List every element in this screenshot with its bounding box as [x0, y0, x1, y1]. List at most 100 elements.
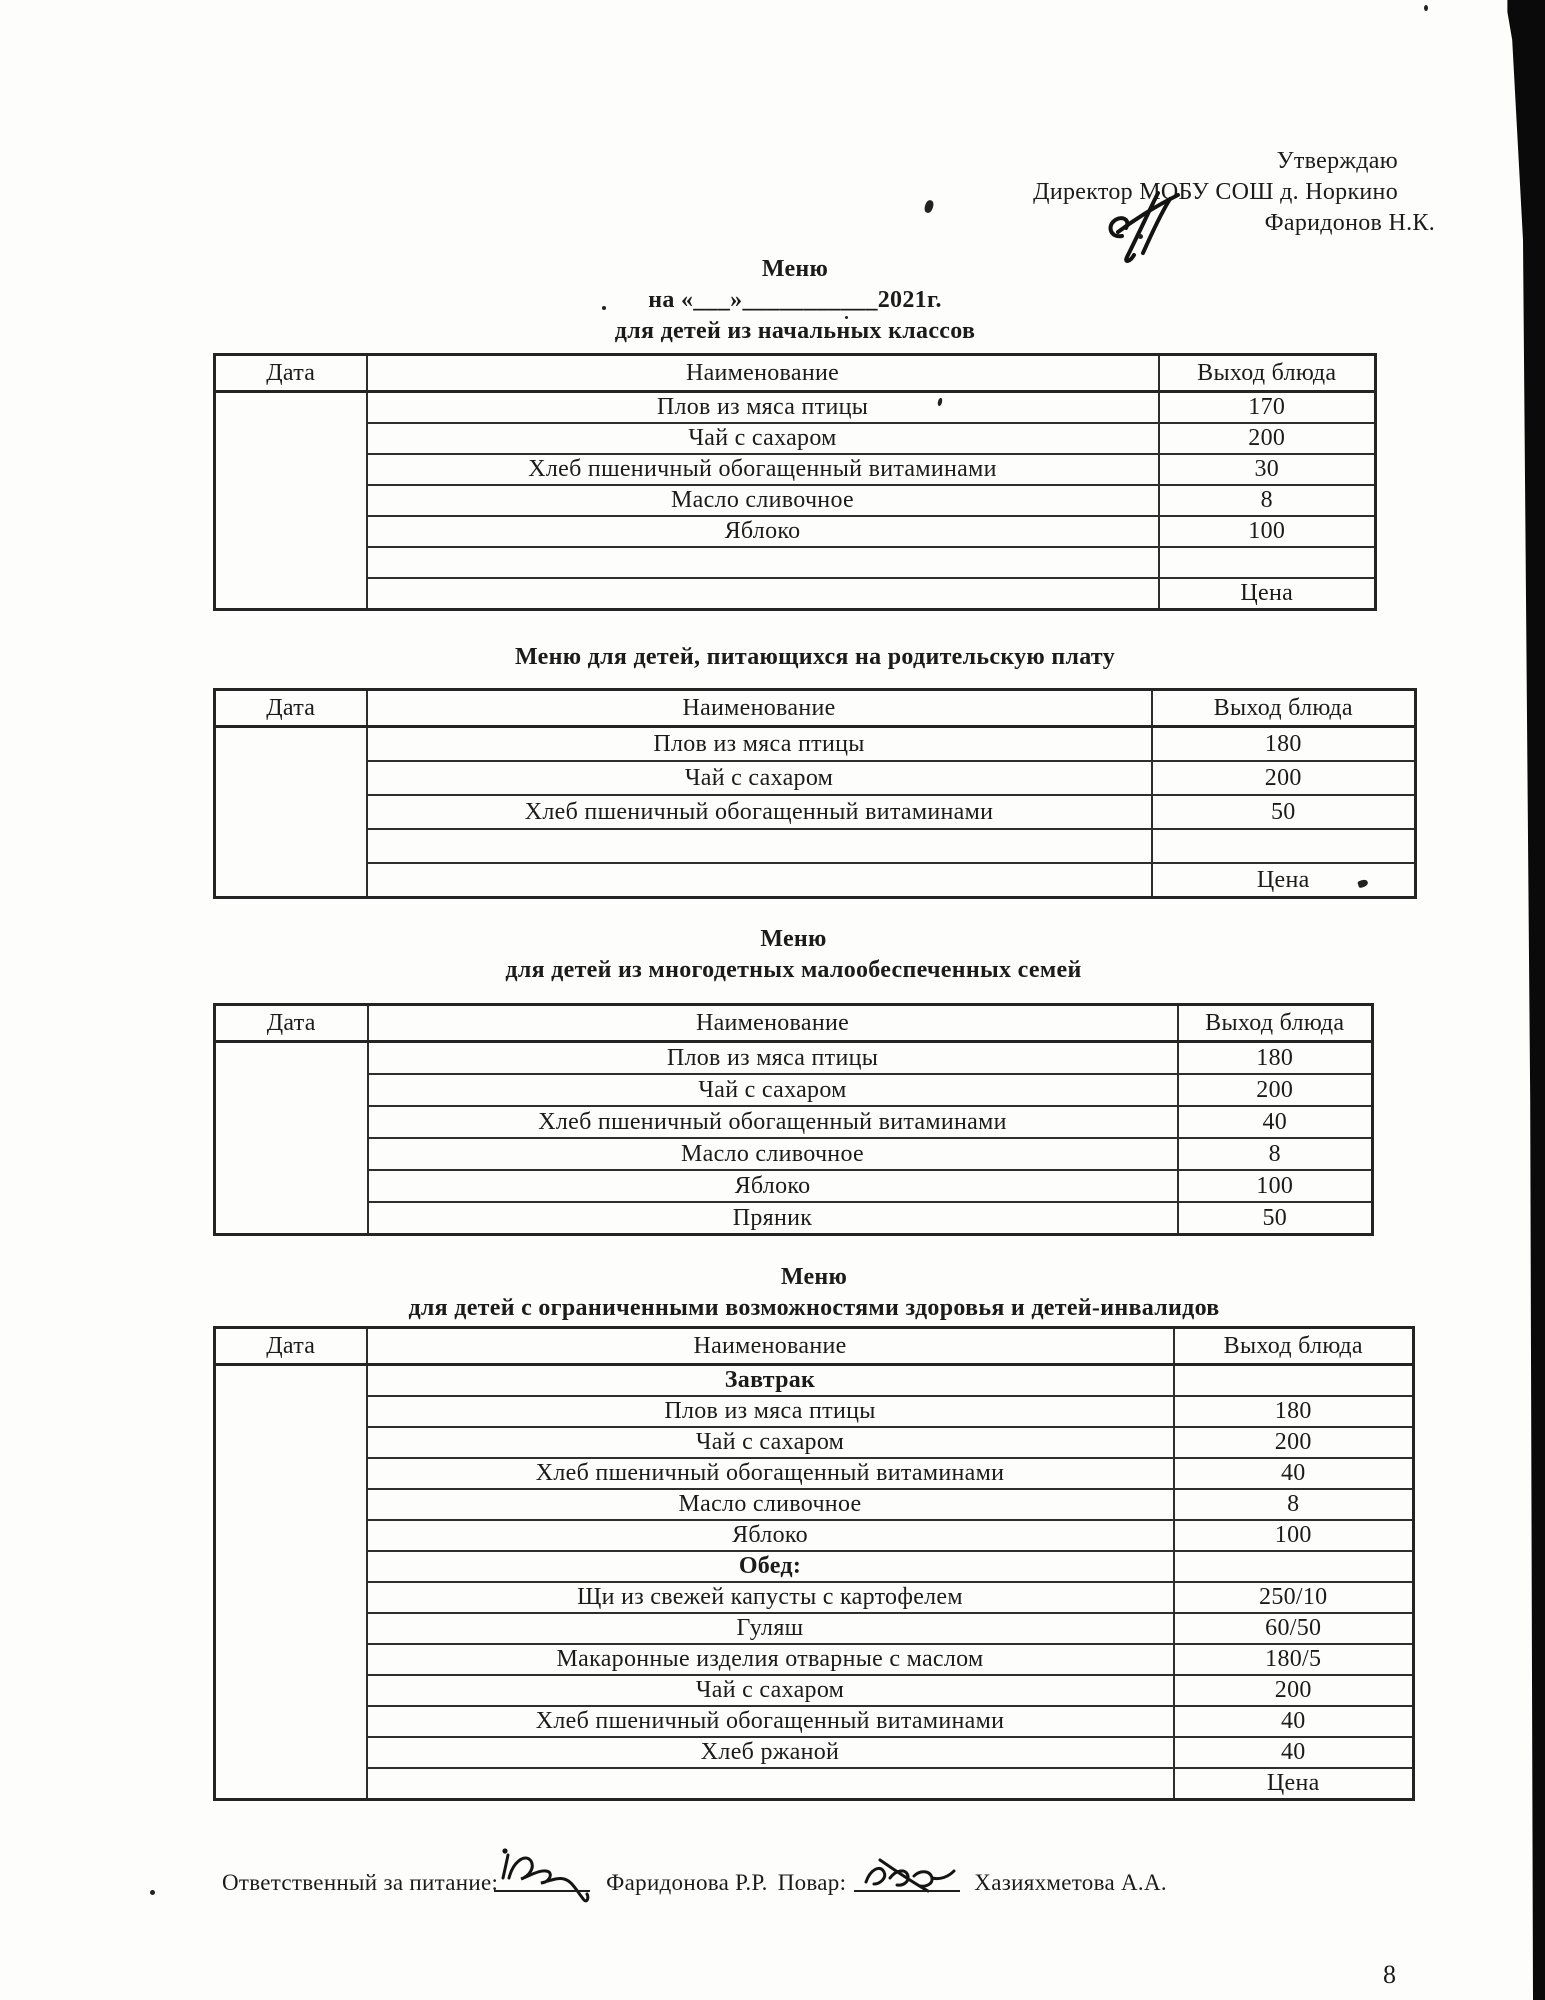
table-row: Чай с сахаром 200: [215, 760, 1417, 796]
scan-speck: [150, 1890, 155, 1895]
column-header: Выход блюда: [1176, 1003, 1374, 1043]
dish-name-cell: [365, 577, 1160, 611]
table-row: Цена: [215, 862, 1417, 899]
dish-name-cell: Хлеб ржаной: [365, 1736, 1175, 1769]
dish-name-cell: Хлеб пшеничный обогащенный витаминами: [366, 1105, 1179, 1139]
dish-name-cell: [365, 828, 1153, 864]
dish-output-cell: 200: [1157, 422, 1377, 455]
dish-name-cell: Чай с сахаром: [365, 422, 1160, 455]
scan-speck: [845, 316, 848, 319]
column-header: Наименование: [365, 1326, 1175, 1366]
table-row: Масло сливочное 8: [215, 484, 1377, 517]
table-row: Чай с сахаром 200: [215, 1674, 1415, 1707]
dish-output-cell: 100: [1176, 1169, 1374, 1203]
scan-speck: [1424, 5, 1428, 11]
column-header: Выход блюда: [1150, 688, 1417, 728]
dish-name-cell: Масло сливочное: [365, 484, 1160, 517]
dish-output-cell: 50: [1176, 1201, 1374, 1236]
scan-edge-bar: [1507, 0, 1545, 2000]
table-row: Плов из мяса птицы 180: [215, 1395, 1415, 1428]
table-row: Плов из мяса птицы 180: [213, 1040, 1374, 1236]
dish-name-cell: [365, 546, 1160, 579]
table-row: Плов из мяса птицы 180: [213, 725, 1417, 899]
section-titles: Меню для детей с ограниченными возможност…: [213, 1262, 1415, 1324]
approval-block: Утверждаю Директор МОБУ СОШ д. Норкино Ф…: [1033, 146, 1435, 239]
table-row: Завтрак: [213, 1363, 1415, 1801]
table-row: Гуляш 60/50: [215, 1612, 1415, 1645]
dish-name-cell: Хлеб пшеничный обогащенный витаминами: [365, 1457, 1175, 1490]
meal-subheader-cell: Обед:: [365, 1550, 1175, 1583]
dish-name-cell: Плов из мяса птицы: [365, 1395, 1175, 1428]
dish-output-cell: 200: [1172, 1674, 1415, 1707]
dish-name-cell: Хлеб пшеничный обогащенный витаминами: [365, 794, 1153, 830]
scan-speck: [602, 306, 606, 310]
dish-output-cell: 200: [1150, 760, 1417, 796]
column-header: Наименование: [366, 1003, 1179, 1043]
dish-output-cell: 170: [1157, 390, 1377, 424]
dish-output-cell: 250/10: [1172, 1581, 1415, 1614]
dish-name-cell: Макаронные изделия отварные с маслом: [365, 1643, 1175, 1676]
table-header-row: Дата Наименование Выход блюда: [213, 353, 1377, 393]
table-row: Пряник 50: [215, 1201, 1374, 1236]
approval-director-name: Фаридонов Н.К.: [1264, 210, 1435, 236]
table-header-row: Дата Наименование Выход блюда: [213, 688, 1417, 728]
menu-table: Дата Наименование Выход блюда Плов из мяса …: [213, 688, 1417, 899]
dish-output-cell: 30: [1157, 453, 1377, 486]
table-row: Обед:: [215, 1550, 1415, 1583]
dish-name-cell: [365, 1767, 1175, 1801]
dish-name-cell: Чай с сахаром: [365, 1426, 1175, 1459]
menu-table: Дата Наименование Выход блюда Плов из мяса …: [213, 1003, 1374, 1236]
dish-output-cell: [1172, 1363, 1415, 1397]
menu-table: Дата Наименование Выход блюда Плов из мяса …: [213, 353, 1377, 611]
date-column-empty-cell: [213, 1363, 368, 1801]
dish-output-cell: [1150, 828, 1417, 864]
director-signature-icon: [1108, 191, 1180, 263]
table-row: Плов из мяса птицы 170: [213, 390, 1377, 611]
dish-name-cell: Масло сливочное: [365, 1488, 1175, 1521]
meal-subheader-cell: Завтрак: [365, 1363, 1175, 1397]
dish-output-cell: 200: [1176, 1073, 1374, 1107]
dish-output-cell: 180/5: [1172, 1643, 1415, 1676]
table-header-row: Дата Наименование Выход блюда: [213, 1326, 1415, 1366]
dish-output-cell: 200: [1172, 1426, 1415, 1459]
responsible-label: Ответственный за питание:: [222, 1870, 499, 1895]
dish-output-cell: 40: [1176, 1105, 1374, 1139]
menu-title-line: для детей с ограниченными возможностями …: [408, 1295, 1220, 1321]
column-header: Выход блюда: [1157, 353, 1377, 393]
scan-speck: [1138, 234, 1143, 239]
dish-name-cell: Хлеб пшеничный обогащенный витаминами: [365, 453, 1160, 486]
table-row: Цена: [215, 1767, 1415, 1801]
dish-output-cell: 180: [1150, 725, 1417, 762]
table-row: Хлеб пшеничный обогащенный витаминами 40: [215, 1105, 1374, 1139]
table-row: Хлеб ржаной 40: [215, 1736, 1415, 1769]
dish-name-cell: [365, 862, 1153, 899]
table-row: Яблоко 100: [215, 1519, 1415, 1552]
dish-output-cell: Цена: [1150, 862, 1417, 899]
dish-output-cell: Цена: [1157, 577, 1377, 611]
table-row: Макаронные изделия отварные с маслом 180/…: [215, 1643, 1415, 1676]
column-header: Дата: [213, 353, 368, 393]
table-row: [215, 828, 1417, 864]
cook-name: Хазияхметова А.А.: [974, 1870, 1167, 1895]
footer-signature-line: Ответственный за питание: Фаридонова Р.Р…: [222, 1848, 1167, 1903]
table-row: Хлеб пшеничный обогащенный витаминами 50: [215, 794, 1417, 830]
table-row: Хлеб пшеничный обогащенный витаминами 40: [215, 1457, 1415, 1490]
date-column-empty-cell: [213, 1040, 369, 1236]
table-row: Яблоко 100: [215, 515, 1377, 548]
dish-output-cell: [1172, 1550, 1415, 1583]
approval-director-line: Директор МОБУ СОШ д. Норкино: [1033, 179, 1398, 205]
cook-signature-icon: [854, 1854, 961, 1898]
date-column-empty-cell: [213, 390, 368, 611]
dish-output-cell: 40: [1172, 1705, 1415, 1738]
menu-title-line: для детей из начальных классов: [614, 318, 976, 344]
column-header: Дата: [213, 688, 368, 728]
column-header: Наименование: [365, 353, 1160, 393]
table-row: Яблоко 100: [215, 1169, 1374, 1203]
page-number: 8: [1383, 1960, 1397, 1989]
responsible-name: Фаридонова Р.Р.: [606, 1870, 768, 1895]
table-row: Чай с сахаром 200: [215, 422, 1377, 455]
menu-title-line: Меню: [780, 1264, 848, 1290]
table-row: Хлеб пшеничный обогащенный витаминами 40: [215, 1705, 1415, 1738]
table-row: Масло сливочное 8: [215, 1488, 1415, 1521]
